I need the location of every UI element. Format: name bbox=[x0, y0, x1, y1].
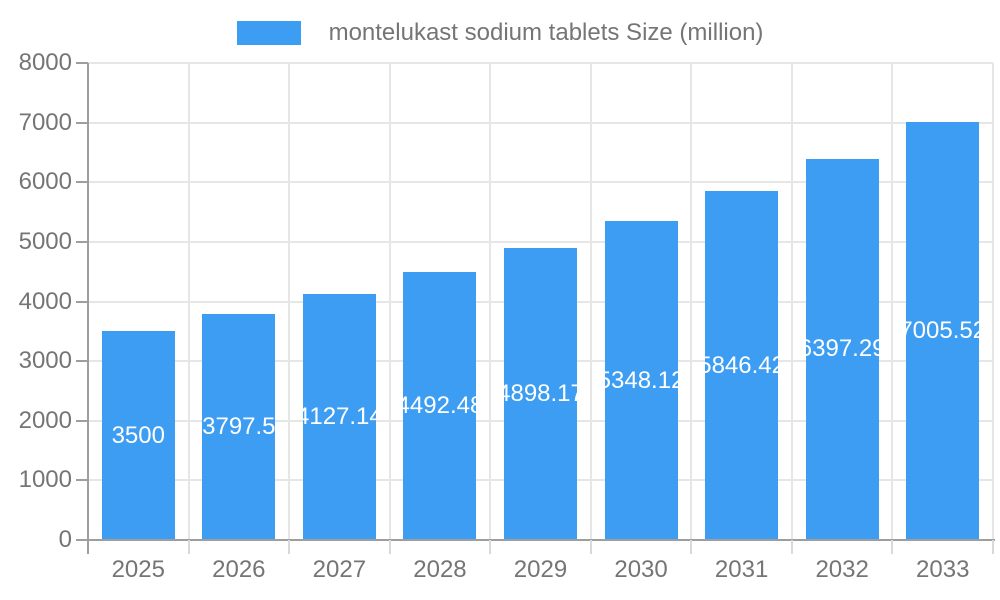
y-axis-label: 7000 bbox=[18, 108, 72, 136]
y-axis-label: 5000 bbox=[18, 227, 72, 255]
y-axis-label: 2000 bbox=[18, 406, 72, 434]
x-axis-tick bbox=[891, 540, 894, 554]
y-axis-line bbox=[87, 63, 89, 554]
x-axis-tick bbox=[388, 540, 391, 554]
x-axis-tick bbox=[589, 540, 592, 554]
x-axis-label: 2033 bbox=[916, 556, 970, 583]
x-axis-tick bbox=[790, 540, 793, 554]
y-axis-tick bbox=[76, 479, 88, 482]
bar[interactable]: 5348.12 bbox=[604, 221, 678, 540]
bar-value-label: 5846.42 bbox=[705, 351, 778, 379]
gridline-vertical bbox=[891, 63, 894, 540]
bar-value-label: 3797.5 bbox=[202, 412, 276, 440]
gridline-vertical bbox=[589, 63, 592, 540]
y-axis-label: 1000 bbox=[18, 466, 72, 494]
x-axis-label: 2030 bbox=[614, 556, 668, 583]
y-axis-tick bbox=[76, 121, 88, 124]
gridline-vertical bbox=[288, 63, 291, 540]
x-axis-label: 2025 bbox=[111, 556, 165, 583]
x-axis-labels: 2025 2026 2027 2028 2029 2030 2031 2032 2033 bbox=[88, 556, 993, 588]
y-axis-label: 3000 bbox=[18, 347, 72, 375]
x-axis-tick bbox=[690, 540, 693, 554]
y-axis-tick bbox=[76, 360, 88, 363]
x-axis-label: 2029 bbox=[513, 556, 568, 583]
y-axis-label: 4000 bbox=[18, 287, 72, 315]
y-axis-tick bbox=[76, 240, 88, 243]
gridline-vertical bbox=[690, 63, 693, 540]
legend-swatch bbox=[236, 21, 301, 46]
x-axis-label: 2032 bbox=[815, 556, 869, 583]
gridline-vertical bbox=[992, 63, 994, 540]
y-axis-tick bbox=[76, 300, 88, 303]
bar-value-label: 7005.52 bbox=[906, 317, 979, 345]
y-axis-tick bbox=[76, 62, 88, 64]
bar[interactable]: 3797.5 bbox=[202, 313, 276, 540]
gridline-vertical bbox=[187, 63, 190, 540]
y-axis-label: 8000 bbox=[18, 49, 72, 76]
y-axis-tick bbox=[76, 539, 88, 541]
y-axis-tick bbox=[76, 419, 88, 422]
gridline-horizontal bbox=[88, 62, 993, 64]
bar-value-label: 4127.14 bbox=[303, 402, 376, 430]
x-axis-tick bbox=[489, 540, 492, 554]
gridline-vertical bbox=[388, 63, 391, 540]
y-axis-label: 6000 bbox=[18, 168, 72, 196]
y-axis-labels: 0 1000 2000 3000 4000 5000 6000 7000 8000 bbox=[0, 51, 72, 552]
bar-value-label: 3500 bbox=[111, 421, 165, 449]
bar[interactable]: 5846.42 bbox=[705, 191, 779, 540]
bar[interactable]: 3500 bbox=[101, 331, 175, 540]
bar[interactable]: 7005.52 bbox=[906, 122, 980, 540]
y-axis-label: 0 bbox=[58, 526, 72, 553]
x-axis-label: 2026 bbox=[212, 556, 266, 583]
bar[interactable]: 4492.48 bbox=[403, 272, 477, 540]
bar[interactable]: 4127.14 bbox=[302, 293, 376, 540]
x-axis-tick bbox=[288, 540, 291, 554]
gridline-horizontal bbox=[88, 121, 993, 124]
legend-label: montelukast sodium tablets Size (million… bbox=[328, 19, 764, 46]
bar[interactable]: 6397.29 bbox=[805, 158, 879, 540]
x-axis-tick bbox=[187, 540, 190, 554]
gridline-horizontal bbox=[88, 181, 993, 184]
x-axis-label: 2028 bbox=[413, 556, 467, 583]
gridline-vertical bbox=[489, 63, 492, 540]
bar-value-label: 5348.12 bbox=[605, 366, 678, 394]
x-axis-line bbox=[87, 539, 995, 541]
chart-legend[interactable]: montelukast sodium tablets Size (million… bbox=[0, 19, 1000, 48]
bar-value-label: 6397.29 bbox=[806, 335, 879, 363]
gridline-horizontal bbox=[88, 240, 993, 243]
y-axis-tick bbox=[76, 181, 88, 184]
gridline-vertical bbox=[790, 63, 793, 540]
bar-value-label: 4492.48 bbox=[403, 392, 476, 420]
x-axis-label: 2027 bbox=[312, 556, 367, 583]
x-axis-tick bbox=[992, 540, 994, 554]
x-axis-label: 2031 bbox=[714, 556, 769, 583]
